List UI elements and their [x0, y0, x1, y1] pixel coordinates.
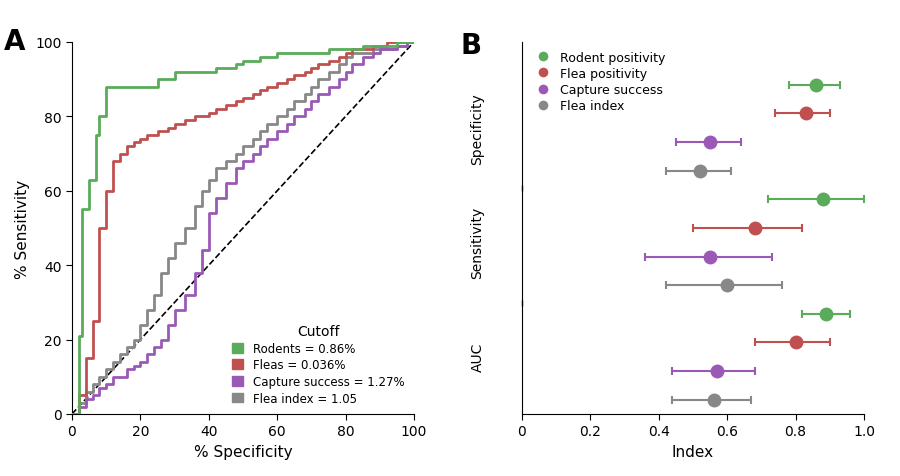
X-axis label: Index: Index — [672, 444, 714, 459]
Text: AUC: AUC — [471, 342, 484, 372]
Text: Sensitivity: Sensitivity — [471, 207, 484, 279]
Legend: Rodent positivity, Flea positivity, Capture success, Flea index: Rodent positivity, Flea positivity, Capt… — [528, 49, 668, 115]
Legend: Rodents = 0.86%, Fleas = 0.036%, Capture success = 1.27%, Flea index = 1.05: Rodents = 0.86%, Fleas = 0.036%, Capture… — [228, 321, 408, 408]
Text: A: A — [4, 28, 25, 56]
Text: Specificity: Specificity — [471, 93, 484, 164]
Text: B: B — [461, 32, 482, 60]
Y-axis label: % Sensitivity: % Sensitivity — [14, 179, 30, 278]
X-axis label: % Specificity: % Specificity — [194, 444, 292, 459]
